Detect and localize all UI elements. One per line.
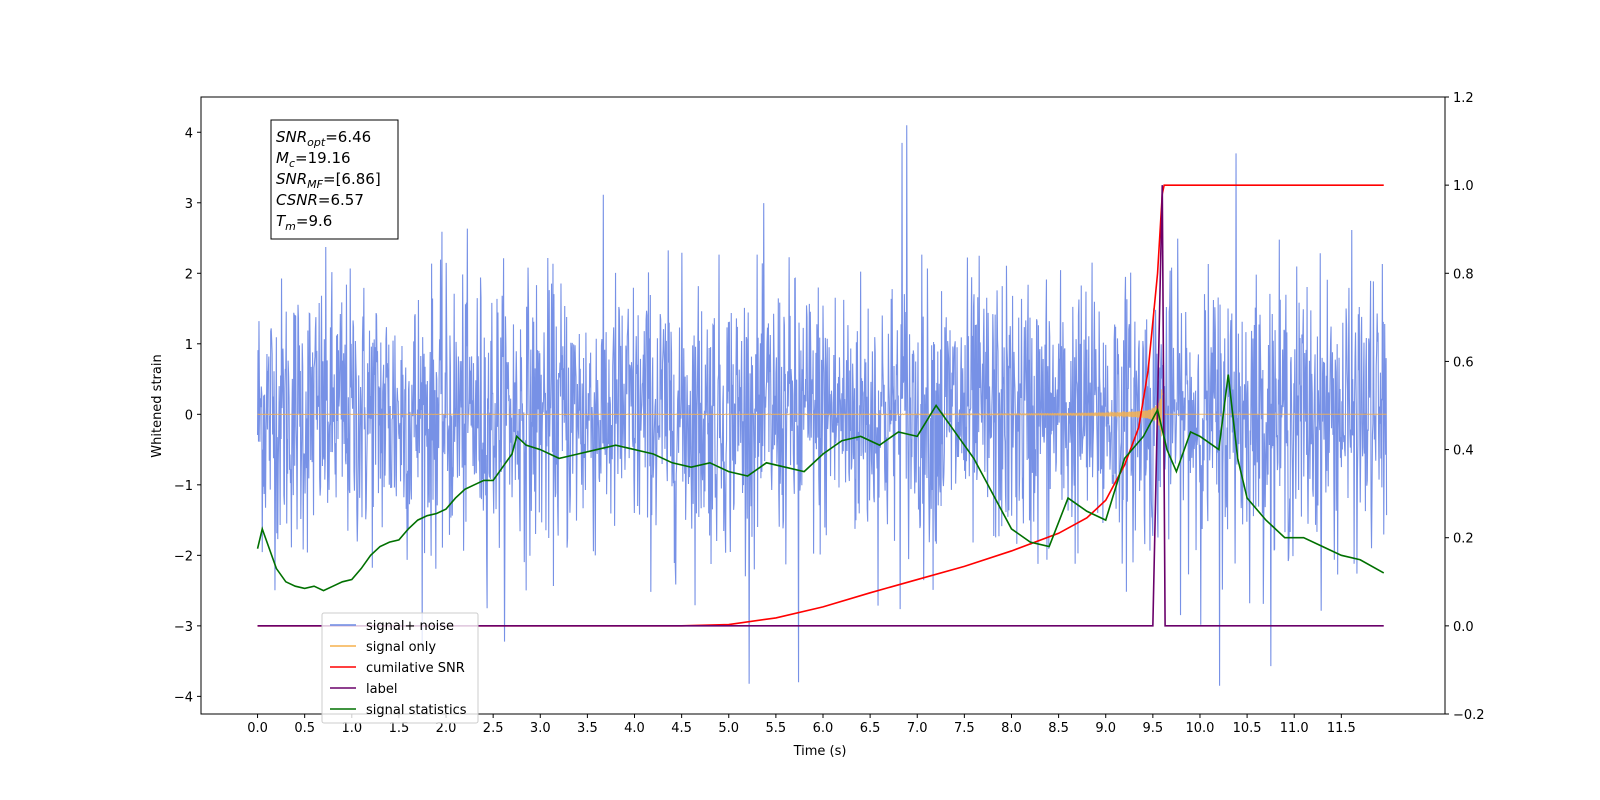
stats-annotation: SNRopt=6.46Mc=19.16SNRMF=[6.86]CSNR=6.57…: [270, 119, 399, 240]
legend-label: cumilative SNR: [366, 661, 465, 676]
series-line-4: [256, 374, 1385, 592]
annotation-line: Tm=9.6: [276, 212, 332, 233]
x-tick-label: 11.5: [1327, 721, 1356, 736]
y-tick-label-right: 0.4: [1453, 444, 1474, 459]
x-tick-label: 1.5: [389, 721, 410, 736]
x-tick-label: 8.0: [1001, 721, 1022, 736]
legend-label: label: [366, 682, 397, 697]
x-tick-label: 0.5: [294, 721, 315, 736]
y-tick-label-right: 1.0: [1453, 179, 1474, 194]
series-signal-noise: [257, 125, 1388, 686]
y-axis-right: 1.2 1.0 0.8 0.6 0.4 0.2 0.0 −0.2: [1445, 91, 1485, 723]
series-line-3: [257, 185, 1384, 627]
y-axis-title: Whitened strain: [150, 354, 165, 457]
legend-box: [321, 612, 479, 724]
x-tick-label: 6.0: [813, 721, 834, 736]
annotation-line: Mc=19.16: [276, 149, 351, 170]
series-line-2: [257, 184, 1384, 627]
annotation-line: SNRMF=[6.86]: [276, 170, 381, 191]
x-tick-label: 11.0: [1280, 721, 1309, 736]
annotation-line: CSNR=6.57: [276, 191, 364, 209]
legend-label: signal+ noise: [366, 619, 454, 634]
y-axis-left: 4 3 2 1 0 −1 −2 −3 −4: [174, 126, 201, 705]
x-tick-label: 9.0: [1095, 721, 1116, 736]
y-tick-label-left: 2: [185, 267, 193, 282]
x-tick-label: 8.5: [1048, 721, 1069, 736]
x-tick-label: 7.0: [907, 721, 928, 736]
y-tick-label-right: 0.0: [1453, 620, 1474, 635]
annotation-box: [270, 119, 399, 240]
y-tick-label-left: −1: [174, 479, 193, 494]
y-tick-label-right: 0.8: [1453, 267, 1474, 282]
x-tick-label: 7.5: [954, 721, 975, 736]
signal-only-line: [257, 389, 1387, 437]
y-tick-label-right: −0.2: [1453, 708, 1485, 723]
x-tick-label: 0.0: [247, 721, 268, 736]
y-tick-label-left: −2: [174, 549, 193, 564]
y-tick-label-left: 0: [185, 408, 193, 423]
legend: signal+ noise signal only cumilative SNR la…: [321, 612, 479, 724]
x-tick-label: 4.5: [671, 721, 692, 736]
y-tick-label-left: −4: [174, 690, 193, 705]
x-tick-label: 1.0: [341, 721, 362, 736]
x-tick-label: 9.5: [1143, 721, 1164, 736]
x-tick-label: 10.0: [1185, 721, 1214, 736]
y-tick-label-right: 0.6: [1453, 355, 1474, 370]
x-tick-label: 3.5: [577, 721, 598, 736]
x-tick-label: 4.0: [624, 721, 645, 736]
x-axis-title: Time (s): [793, 744, 847, 759]
legend-label: signal only: [366, 640, 436, 655]
legend-label: signal statistics: [366, 703, 467, 718]
x-tick-label: 10.5: [1233, 721, 1262, 736]
y-tick-label-left: 1: [185, 338, 193, 353]
x-tick-label: 2.5: [483, 721, 504, 736]
y-tick-label-right: 1.2: [1453, 91, 1474, 106]
y-tick-label-right: 0.2: [1453, 532, 1474, 547]
x-axis: 0.0 0.5 1.0 1.5 2.0 2.5 3.0 3.5 4.0 4.5 5.0 5.5 6.0 6…: [247, 714, 1356, 736]
x-tick-label: 5.5: [766, 721, 787, 736]
x-tick-label: 2.0: [436, 721, 457, 736]
series-lines: [256, 184, 1385, 627]
x-tick-label: 6.5: [860, 721, 881, 736]
y-tick-label-left: −3: [174, 620, 193, 635]
x-tick-label: 3.0: [530, 721, 551, 736]
x-tick-label: 5.0: [718, 721, 739, 736]
series-signal-only: [257, 389, 1387, 437]
y-tick-label-left: 3: [185, 197, 193, 212]
signal-noise-line: [257, 125, 1388, 686]
y-tick-label-left: 4: [185, 126, 193, 141]
annotation-line: SNRopt=6.46: [276, 128, 371, 149]
